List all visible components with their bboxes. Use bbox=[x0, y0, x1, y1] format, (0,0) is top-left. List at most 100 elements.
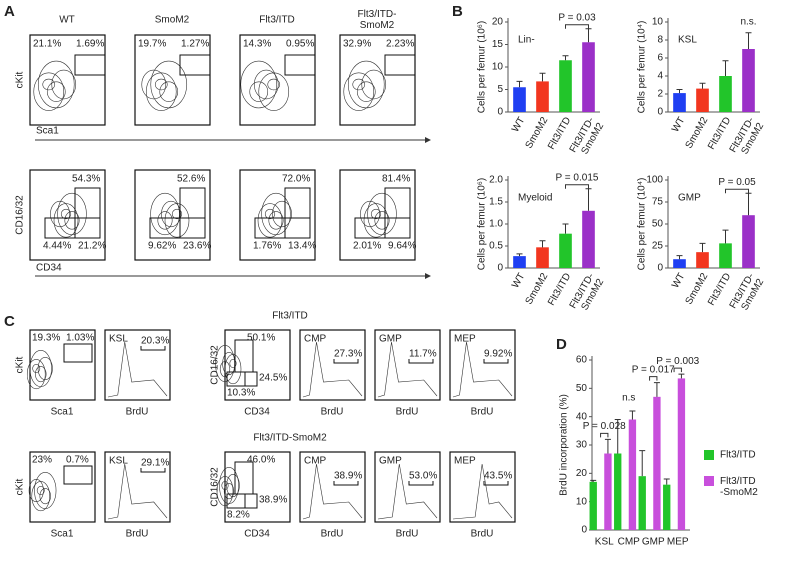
bar bbox=[673, 93, 686, 112]
gate bbox=[140, 468, 166, 473]
gate bbox=[408, 481, 434, 486]
y-tick-label: 0 bbox=[657, 107, 663, 118]
gate-label: 19.7% bbox=[138, 39, 166, 50]
flow-plot bbox=[239, 169, 316, 261]
significance-bracket bbox=[649, 376, 658, 381]
contour bbox=[161, 200, 181, 228]
gate-label: 24.5% bbox=[259, 373, 287, 384]
legend-label: Flt3/ITD bbox=[720, 450, 756, 461]
flow-plot bbox=[339, 169, 416, 261]
flow-plot bbox=[29, 34, 106, 126]
y-axis-label: BrdU incorporation (%) bbox=[559, 394, 570, 496]
gate-label: 9.62% bbox=[148, 241, 176, 252]
axis-label: cKit bbox=[15, 478, 26, 495]
axis-label: BrdU bbox=[126, 529, 149, 540]
y-tick-label: 10 bbox=[576, 496, 588, 507]
x-tick-label: GMP bbox=[642, 537, 665, 548]
contour bbox=[53, 203, 79, 238]
contour bbox=[50, 200, 70, 228]
y-tick-label: 0 bbox=[497, 107, 503, 118]
gate-label: 19.3% bbox=[32, 333, 60, 344]
bar bbox=[673, 259, 686, 268]
bar bbox=[604, 453, 612, 530]
axis-label: BrdU bbox=[126, 407, 149, 418]
contour bbox=[145, 72, 177, 111]
contour bbox=[164, 203, 190, 238]
bar bbox=[559, 60, 572, 112]
y-tick-label: 30 bbox=[576, 440, 588, 451]
row-title: Flt3/ITD-SmoM2 bbox=[253, 433, 327, 444]
contour bbox=[374, 211, 390, 230]
gate-label: 21.1% bbox=[33, 39, 61, 50]
axis-label: BrdU bbox=[321, 529, 344, 540]
gate-label: 4.44% bbox=[43, 241, 71, 252]
annotation: n.s. bbox=[740, 16, 756, 27]
gate-label: 1.03% bbox=[66, 333, 94, 344]
contour bbox=[35, 366, 47, 383]
error-bar bbox=[722, 229, 729, 244]
contour bbox=[249, 81, 269, 102]
y-axis-label: Cells per femur (10⁶) bbox=[477, 21, 488, 113]
bar bbox=[582, 42, 595, 112]
axis-label: BrdU bbox=[396, 407, 419, 418]
bar bbox=[742, 49, 755, 112]
bar bbox=[536, 81, 549, 112]
contour bbox=[219, 361, 231, 378]
axis-label: CD34 bbox=[244, 529, 270, 540]
axis-label: CD16/32 bbox=[210, 345, 221, 385]
gate bbox=[284, 54, 316, 76]
significance-bracket bbox=[565, 24, 589, 29]
y-tick-label: 40 bbox=[576, 411, 588, 422]
flow-plot bbox=[449, 451, 516, 523]
bar bbox=[614, 453, 622, 530]
contour bbox=[171, 208, 183, 220]
contour bbox=[64, 211, 80, 230]
row-title: Flt3/ITD bbox=[272, 311, 308, 322]
histogram bbox=[452, 463, 513, 520]
y-tick-label: 1.5 bbox=[489, 197, 503, 208]
gate bbox=[63, 343, 93, 363]
gate bbox=[384, 217, 411, 239]
bar bbox=[638, 476, 646, 530]
contour bbox=[39, 488, 51, 505]
gate-label: 8.2% bbox=[227, 510, 250, 521]
flow-plot bbox=[224, 451, 291, 523]
y-tick-label: 50 bbox=[652, 219, 664, 230]
error-bar bbox=[663, 478, 670, 485]
contour bbox=[60, 208, 72, 220]
axis-label: BrdU bbox=[471, 407, 494, 418]
gate-label: 38.9% bbox=[259, 495, 287, 506]
plot-label: GMP bbox=[379, 456, 402, 467]
gate bbox=[63, 465, 93, 485]
gate-label: 1.69% bbox=[76, 39, 104, 50]
column-header: WT bbox=[59, 15, 75, 26]
contour bbox=[154, 78, 168, 91]
gate-label: 27.3% bbox=[334, 349, 362, 360]
gate-label: 20.3% bbox=[141, 336, 169, 347]
panel-label: C bbox=[4, 313, 15, 330]
legend-swatch bbox=[704, 476, 714, 486]
y-tick-label: 25 bbox=[652, 241, 664, 252]
axis-label: CD16/32 bbox=[15, 195, 26, 235]
x-tick-label: Flt3/ITD-SmoM2 bbox=[567, 115, 606, 160]
bar bbox=[628, 419, 637, 530]
flow-plot bbox=[374, 329, 441, 401]
gate bbox=[179, 217, 206, 239]
annotation: P = 0.015 bbox=[556, 172, 599, 183]
gate bbox=[244, 493, 258, 509]
gate-label: 54.3% bbox=[72, 174, 100, 185]
plot-label: MEP bbox=[454, 334, 476, 345]
error-bar bbox=[585, 188, 592, 211]
contour bbox=[219, 466, 239, 504]
bar bbox=[719, 243, 732, 268]
contour bbox=[224, 354, 242, 385]
error-bar bbox=[653, 382, 660, 397]
error-bar bbox=[745, 192, 752, 216]
x-tick-label: Flt3/ITD-SmoM2 bbox=[727, 115, 766, 160]
gate-label: 46.0% bbox=[247, 455, 275, 466]
column-header: SmoM2 bbox=[155, 15, 190, 26]
error-bar bbox=[614, 419, 621, 454]
y-tick-label: 8 bbox=[657, 35, 663, 46]
error-bar bbox=[678, 373, 685, 379]
chart-title: Lin- bbox=[518, 35, 535, 46]
